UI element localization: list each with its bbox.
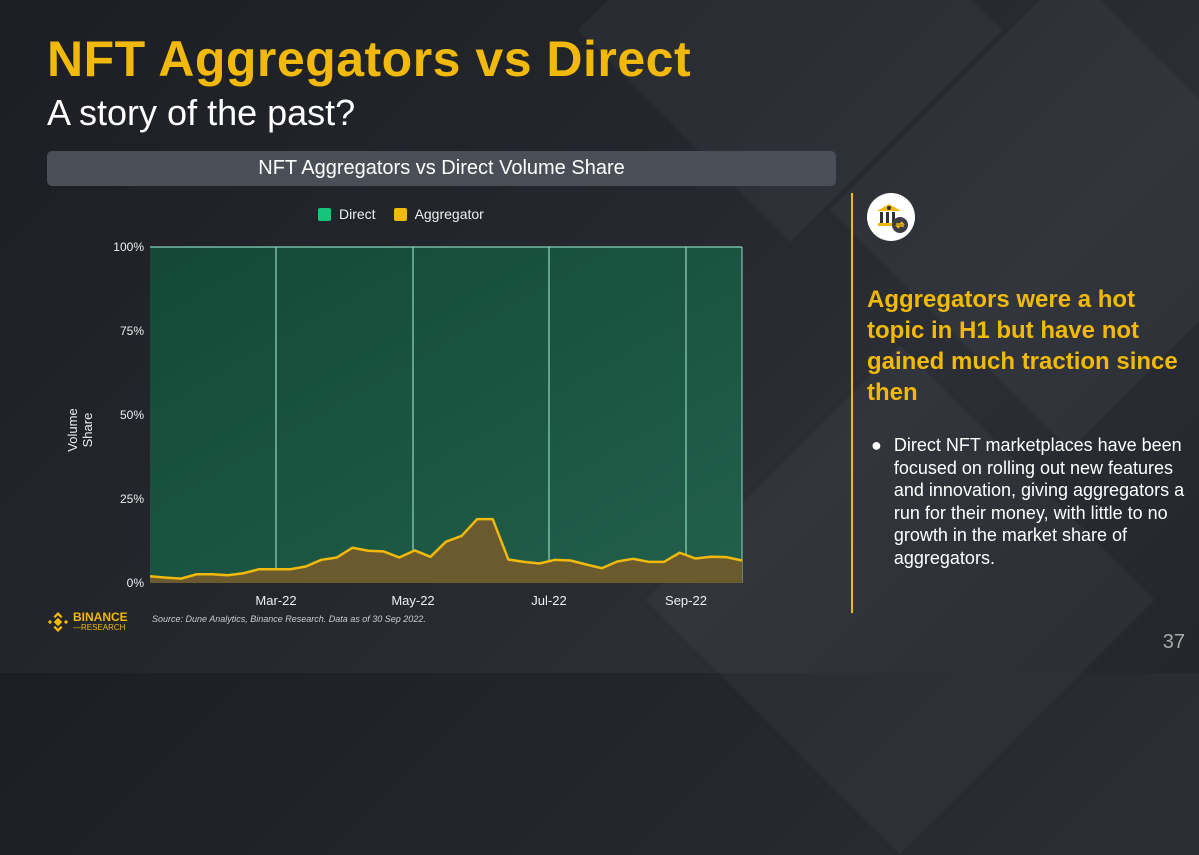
bullet-text: Direct NFT marketplaces have been focuse… bbox=[894, 434, 1191, 569]
y-axis-label: Volume Share bbox=[65, 390, 95, 470]
y-tick-label: 100% bbox=[113, 240, 144, 254]
panel-headline: Aggregators were a hot topic in H1 but h… bbox=[867, 284, 1187, 408]
y-tick-label: 0% bbox=[127, 576, 145, 590]
binance-research-logo: BINANCE—RESEARCH bbox=[47, 611, 128, 633]
x-tick-label: Sep-22 bbox=[665, 593, 707, 608]
logo-text: BINANCE bbox=[73, 612, 128, 623]
bank-exchange-icon bbox=[867, 193, 915, 241]
x-tick-label: Jul-22 bbox=[531, 593, 566, 608]
y-tick-label: 50% bbox=[120, 408, 144, 422]
y-tick-label: 75% bbox=[120, 324, 144, 338]
page-number: 37 bbox=[1163, 631, 1185, 654]
x-tick-label: Mar-22 bbox=[255, 593, 296, 608]
binance-logo-icon bbox=[47, 611, 69, 633]
panel-bullet: ●Direct NFT marketplaces have been focus… bbox=[871, 434, 1191, 569]
direct-area bbox=[150, 247, 742, 583]
panel-divider bbox=[851, 193, 853, 613]
logo-subtext: —RESEARCH bbox=[73, 623, 128, 632]
y-tick-label: 25% bbox=[120, 492, 144, 506]
chart-source: Source: Dune Analytics, Binance Research… bbox=[152, 614, 426, 624]
x-tick-label: May-22 bbox=[391, 593, 434, 608]
bullet-dot: ● bbox=[871, 434, 882, 569]
